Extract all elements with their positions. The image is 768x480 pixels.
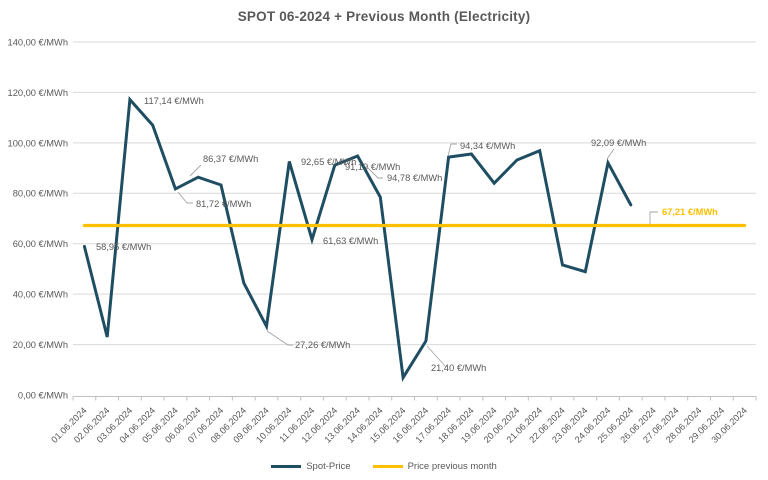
spot-price-line <box>82 96 633 382</box>
data-label-leader <box>266 330 293 346</box>
data-label: 91,19 €/MWh <box>345 162 400 172</box>
legend-item-spot-price: Spot-Price <box>271 461 351 472</box>
y-axis-tick-label: 0,00 €/MWh <box>18 390 68 400</box>
y-axis-tick-label: 100,00 €/MWh <box>8 138 68 148</box>
y-axis-tick-label: 60,00 €/MWh <box>13 239 68 249</box>
y-axis-tick-label: 20,00 €/MWh <box>13 340 68 350</box>
data-label-leader <box>426 345 447 368</box>
legend: Spot-Price Price previous month <box>0 461 768 472</box>
data-label-leader <box>177 191 193 204</box>
spot-price-line-swatch <box>271 465 302 468</box>
legend-label-previous-month: Price previous month <box>407 461 497 472</box>
data-label-leader <box>365 165 383 179</box>
data-label: 92,65 €/MWh <box>301 157 356 167</box>
legend-label-spot-price: Spot-Price <box>306 461 351 472</box>
data-label: 21,40 €/MWh <box>431 363 486 373</box>
data-label: 94,78 €/MWh <box>387 173 442 183</box>
data-label: 61,63 €/MWh <box>323 236 378 246</box>
chart-title: SPOT 06-2024 + Previous Month (Electrici… <box>237 9 531 24</box>
y-axis-tick-label: 40,00 €/MWh <box>13 290 68 300</box>
data-label-leader <box>447 143 457 157</box>
data-label: 117,14 €/MWh <box>144 96 204 106</box>
data-label: 86,37 €/MWh <box>203 154 258 164</box>
data-label: 58,95 €/MWh <box>96 242 151 252</box>
y-axis-tick-label: 80,00 €/MWh <box>13 189 68 199</box>
previous-month-line-swatch <box>372 465 403 468</box>
data-label: 94,34 €/MWh <box>460 141 515 151</box>
reference-label-leader <box>649 211 658 224</box>
y-axis-tick-label: 140,00 €/MWh <box>8 37 68 47</box>
legend-item-previous-month: Price previous month <box>372 461 497 472</box>
previous-month-price-label: 67,21 €/MWh <box>662 207 718 217</box>
data-label-leader <box>189 164 202 177</box>
data-label-leader <box>606 148 615 160</box>
data-label: 27,26 €/MWh <box>295 340 350 350</box>
data-label: 92,09 €/MWh <box>591 138 646 148</box>
data-label: 81,72 €/MWh <box>196 199 251 209</box>
y-axis-tick-label: 120,00 €/MWh <box>8 88 68 98</box>
